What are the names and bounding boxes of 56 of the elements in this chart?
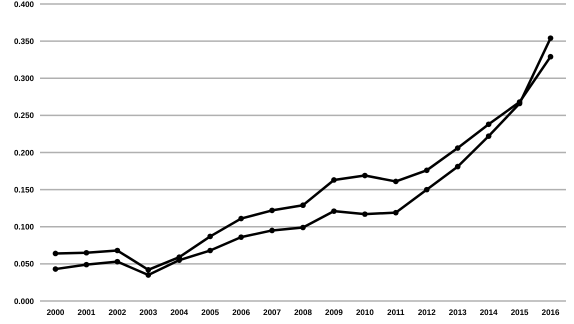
point (362, 211, 368, 217)
point (486, 121, 492, 128)
point (114, 258, 120, 264)
x-tick-label: 2005 (201, 308, 220, 317)
point (269, 228, 275, 234)
x-tick-label: 2015 (510, 308, 530, 317)
point (393, 178, 399, 184)
y-tick-label: 0.250 (14, 111, 35, 120)
point (331, 177, 337, 183)
point (238, 216, 244, 222)
x-tick-label: 2000 (46, 308, 65, 317)
x-tick-label: 2010 (356, 308, 374, 317)
x-tick-label: 2002 (108, 308, 127, 317)
point (145, 272, 152, 278)
x-tick-label: 2008 (294, 308, 312, 317)
point (207, 234, 213, 240)
point (424, 186, 430, 192)
y-tick-label: 0.300 (14, 74, 35, 84)
y-tick-label: 0.400 (14, 0, 35, 9)
point (300, 202, 306, 208)
y-tick-label: 0.150 (14, 185, 35, 194)
point (52, 266, 58, 272)
point (84, 262, 90, 268)
point (238, 234, 244, 240)
y-tick-label: 0.000 (14, 296, 35, 306)
point (393, 210, 399, 216)
point (331, 208, 337, 214)
y-tick-label: 0.350 (14, 36, 35, 46)
x-tick-label: 2003 (139, 308, 158, 317)
point (207, 248, 213, 254)
x-tick-label: 2011 (387, 308, 406, 317)
x-tick-label: 2013 (448, 308, 468, 317)
x-tick-label: 2016 (542, 308, 560, 317)
x-tick-label: 2014 (480, 308, 498, 317)
point (145, 267, 152, 273)
point (300, 224, 306, 230)
x-tick-label: 2001 (78, 308, 96, 317)
x-tick-label: 2004 (170, 308, 189, 317)
y-tick-label: 0.050 (14, 260, 35, 269)
point (269, 208, 275, 214)
point (454, 164, 461, 170)
point (424, 168, 430, 174)
point (486, 133, 492, 139)
x-tick-label: 2012 (418, 308, 436, 317)
point (454, 145, 461, 151)
x-tick-label: 2007 (263, 308, 282, 317)
x-tick-label: 2009 (325, 308, 344, 317)
point (84, 250, 90, 256)
point (362, 172, 368, 178)
x-tick-label: 2006 (232, 308, 251, 317)
point (52, 250, 58, 256)
point (114, 248, 120, 254)
point (548, 54, 554, 60)
y-tick-label: 0.200 (14, 148, 35, 158)
y-tick-label: 0.100 (14, 222, 35, 232)
point (548, 35, 554, 41)
